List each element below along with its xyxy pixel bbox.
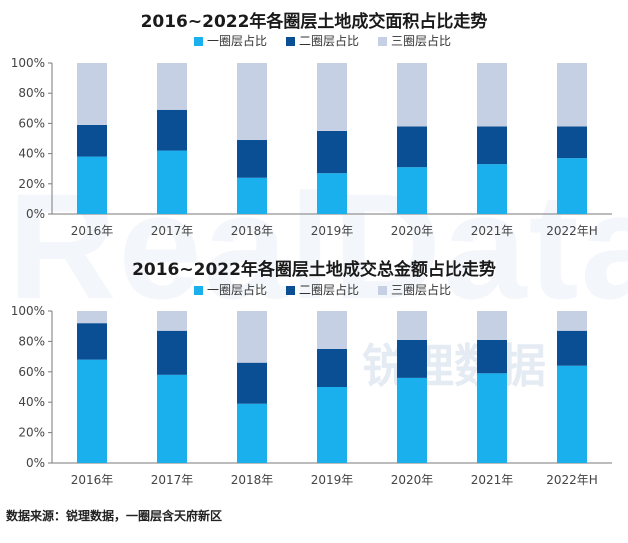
bar-2018年-series-2 — [237, 362, 267, 404]
bar-2022年H-series-1 — [557, 365, 587, 463]
y-tick-label: 100% — [11, 304, 45, 318]
bar-2019年-series-2 — [317, 349, 347, 387]
legend-swatch-2 — [286, 37, 295, 46]
x-tick-label: 2021年 — [471, 224, 514, 238]
legend-label-1: 一圈层占比 — [207, 282, 267, 297]
y-tick-label: 0% — [26, 456, 45, 470]
bar-2017年-series-1 — [157, 374, 187, 463]
x-tick-label: 2022年H — [546, 473, 598, 487]
source-note: 数据来源：锐理数据，一圈层含天府新区 — [6, 509, 223, 523]
y-tick-label: 40% — [18, 395, 45, 409]
y-tick-label: 0% — [26, 207, 45, 221]
bar-2022年H-series-3 — [557, 63, 587, 127]
legend-label-1: 一圈层占比 — [207, 33, 267, 48]
bar-2016年-series-3 — [77, 311, 107, 324]
y-tick-label: 80% — [18, 334, 45, 348]
chart-2-title: 2016~2022年各圈层土地成交总金额占比走势 — [132, 259, 496, 280]
bar-2021年-series-1 — [477, 164, 507, 214]
bar-2021年-series-1 — [477, 373, 507, 463]
bar-2016年-series-1 — [77, 156, 107, 214]
x-tick-label: 2020年 — [391, 473, 434, 487]
bar-2020年-series-3 — [397, 311, 427, 340]
bar-2022年H-series-2 — [557, 330, 587, 366]
bar-2020年-series-2 — [397, 126, 427, 168]
bar-2020年-series-1 — [397, 167, 427, 214]
bar-2018年-series-1 — [237, 177, 267, 214]
y-tick-label: 80% — [18, 86, 45, 100]
x-tick-label: 2019年 — [311, 224, 354, 238]
legend-swatch-1 — [194, 37, 203, 46]
chart-1-title: 2016~2022年各圈层土地成交面积占比走势 — [141, 11, 488, 32]
bar-2016年-series-2 — [77, 124, 107, 157]
bar-2017年-series-3 — [157, 311, 187, 331]
bar-2018年-series-3 — [237, 311, 267, 363]
legend-swatch-3 — [378, 286, 387, 295]
bar-2017年-series-3 — [157, 63, 187, 110]
bar-2022年H-series-2 — [557, 126, 587, 159]
x-tick-label: 2017年 — [151, 473, 194, 487]
legend-swatch-1 — [194, 286, 203, 295]
bar-2022年H-series-1 — [557, 158, 587, 214]
bar-2018年-series-1 — [237, 403, 267, 463]
x-tick-label: 2016年 — [71, 224, 114, 238]
bar-2019年-series-1 — [317, 387, 347, 463]
x-tick-label: 2018年 — [231, 473, 274, 487]
bar-2016年-series-3 — [77, 63, 107, 125]
legend-swatch-3 — [378, 37, 387, 46]
legend-label-3: 三圈层占比 — [391, 33, 451, 48]
legend-label-2: 二圈层占比 — [299, 33, 359, 48]
bar-2016年-series-2 — [77, 323, 107, 360]
x-tick-label: 2019年 — [311, 473, 354, 487]
bar-2018年-series-2 — [237, 140, 267, 178]
x-tick-label: 2020年 — [391, 224, 434, 238]
bar-2021年-series-3 — [477, 311, 507, 340]
bar-2020年-series-3 — [397, 63, 427, 127]
y-tick-label: 40% — [18, 147, 45, 161]
legend-label-3: 三圈层占比 — [391, 282, 451, 297]
bar-2016年-series-1 — [77, 359, 107, 463]
bar-2019年-series-3 — [317, 63, 347, 131]
y-tick-label: 60% — [18, 365, 45, 379]
x-tick-label: 2021年 — [471, 473, 514, 487]
bar-2017年-series-2 — [157, 330, 187, 375]
x-tick-label: 2022年H — [546, 224, 598, 238]
x-tick-label: 2016年 — [71, 473, 114, 487]
legend-label-2: 二圈层占比 — [299, 282, 359, 297]
bar-2019年-series-3 — [317, 311, 347, 349]
legend-swatch-2 — [286, 286, 295, 295]
bar-2020年-series-2 — [397, 339, 427, 378]
x-tick-label: 2018年 — [231, 224, 274, 238]
y-tick-label: 20% — [18, 177, 45, 191]
bar-2021年-series-2 — [477, 126, 507, 165]
bar-2019年-series-2 — [317, 130, 347, 174]
bar-2021年-series-3 — [477, 63, 507, 127]
y-tick-label: 100% — [11, 56, 45, 70]
y-tick-label: 60% — [18, 116, 45, 130]
y-tick-label: 20% — [18, 426, 45, 440]
bar-2017年-series-2 — [157, 109, 187, 151]
bar-2018年-series-3 — [237, 63, 267, 141]
bar-2019年-series-1 — [317, 173, 347, 214]
bar-2020年-series-1 — [397, 377, 427, 463]
bar-2017年-series-1 — [157, 150, 187, 214]
x-tick-label: 2017年 — [151, 224, 194, 238]
bar-2022年H-series-3 — [557, 311, 587, 331]
bar-2021年-series-2 — [477, 339, 507, 374]
